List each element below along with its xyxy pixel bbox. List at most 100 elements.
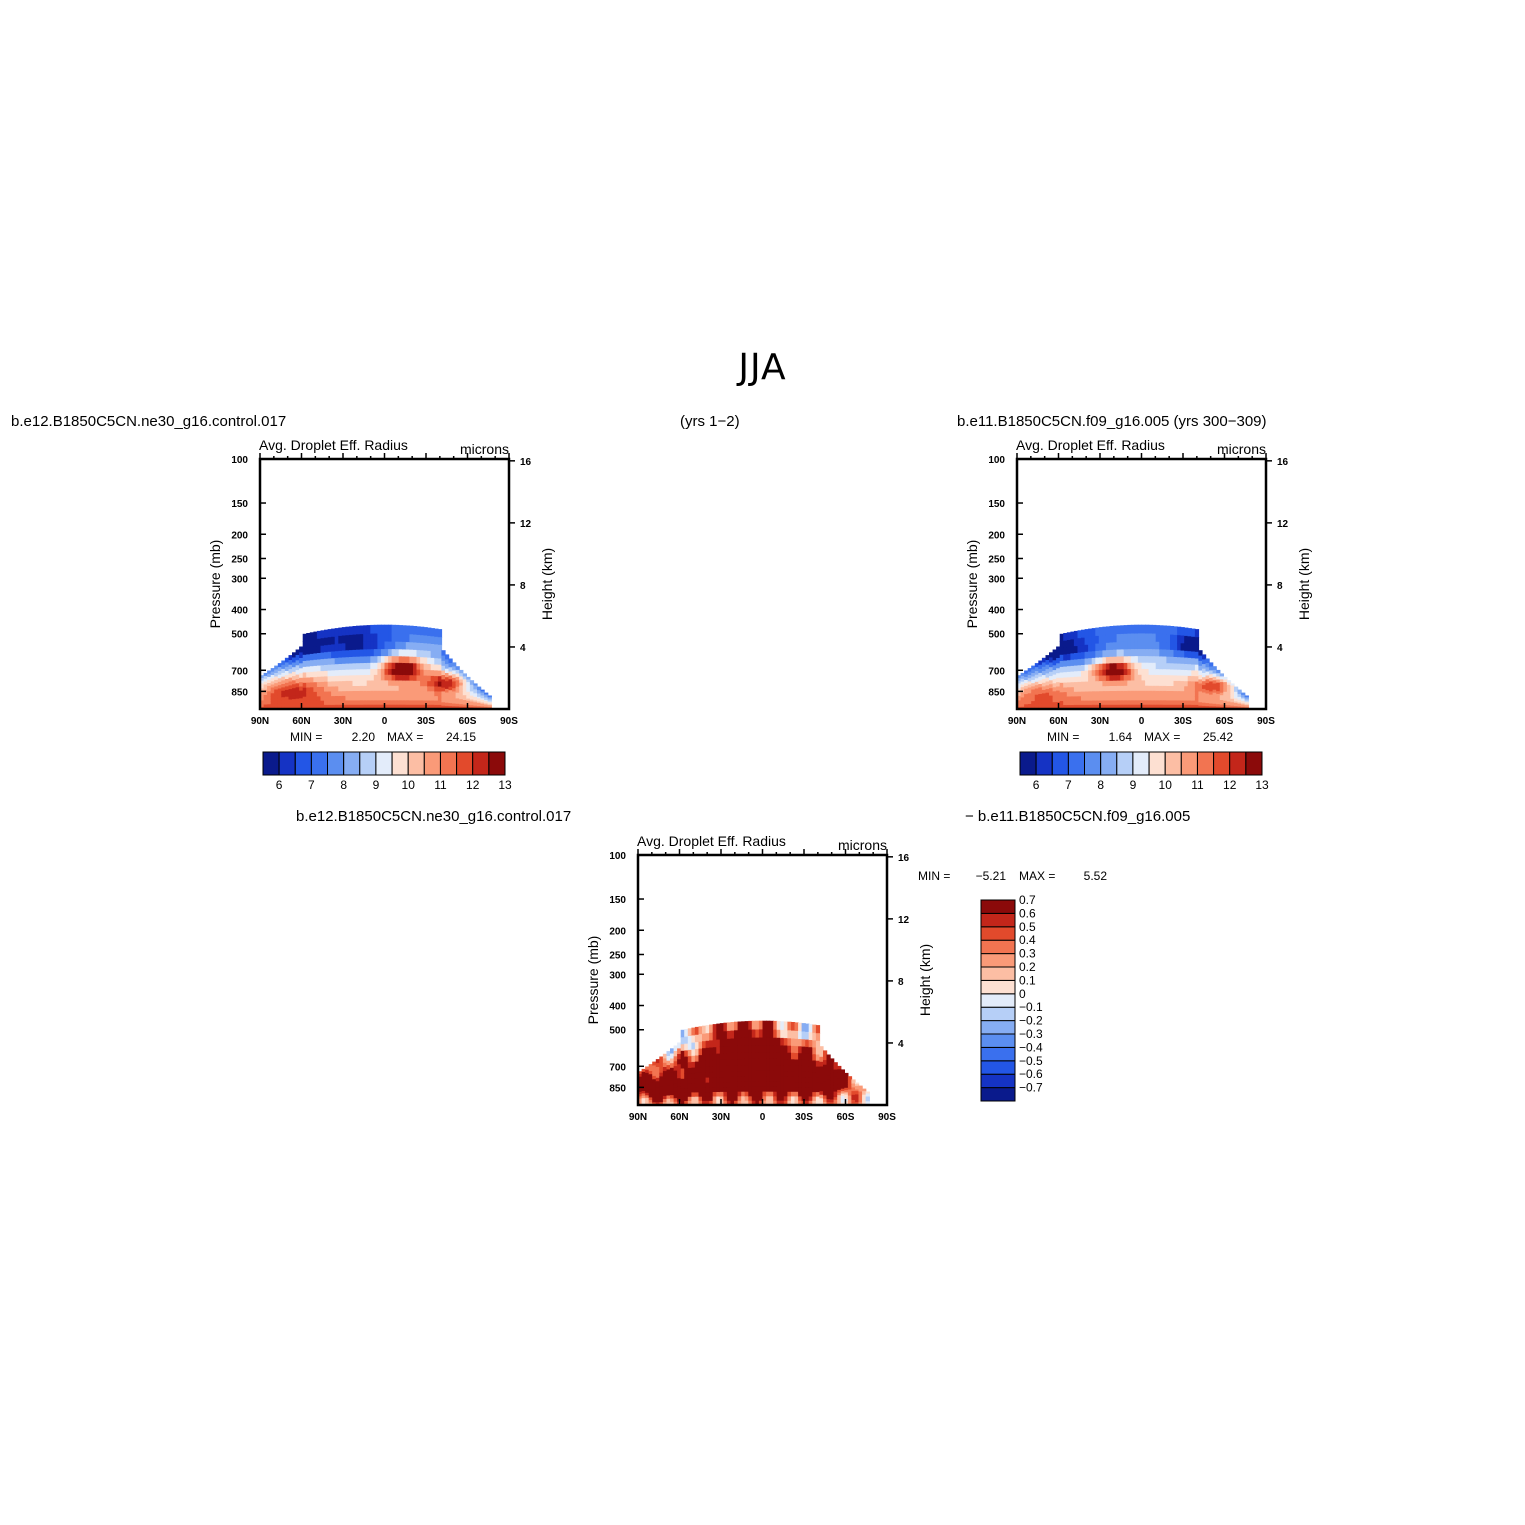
case1-field-cell (370, 633, 375, 643)
case2-field-cell (1180, 627, 1185, 637)
case2-field-cell (1073, 687, 1079, 693)
case2-field-cell (1063, 654, 1068, 662)
difference-field-cell (851, 1098, 856, 1101)
case1-field-cell (341, 700, 346, 706)
difference-field-cell (840, 1098, 845, 1102)
difference-field-cell (769, 1091, 774, 1097)
case1-field-cell (341, 695, 346, 701)
case2-field-cell (1052, 702, 1057, 707)
case2-field-cell (1098, 704, 1103, 710)
case2-field-cell (1141, 695, 1146, 701)
difference-field-cell (648, 1080, 653, 1085)
case1-field-cell (445, 688, 450, 694)
case2-field-cell (1234, 704, 1239, 707)
case1-field-cell (413, 669, 418, 676)
case2-field-cell (1091, 651, 1096, 659)
case1-field-cell (292, 676, 297, 681)
case1-field-cell (413, 680, 418, 687)
case2-x-tick-label: 30N (1091, 716, 1109, 727)
case1-colorbar-box (294, 751, 312, 776)
case2-field-cell (1134, 662, 1139, 670)
case1-field-cell (363, 656, 368, 664)
case2-field-cell (1219, 695, 1224, 699)
case2-field-cell (1056, 686, 1061, 692)
difference-field-cell (812, 1032, 817, 1041)
case2-field-cell (1041, 682, 1047, 687)
case2-field-cell (1141, 641, 1146, 650)
case1-field-cell (302, 641, 307, 649)
case2-field-cell (1066, 692, 1071, 698)
case2-field-cell (1081, 665, 1086, 672)
case2-field-cell (1134, 704, 1139, 710)
case2-field-cell (1091, 628, 1096, 637)
case2-field-cell (1148, 669, 1153, 676)
difference-field-cell (730, 1087, 735, 1093)
case2-field-cell (1187, 657, 1192, 665)
case2-field-cell (1137, 680, 1143, 687)
case2-field-cell (1202, 659, 1207, 665)
case1-field-cell (373, 674, 378, 682)
case2-field-cell (1056, 694, 1061, 699)
case1-field-cell (459, 685, 464, 689)
case1-y2-tick-label: 12 (520, 519, 532, 530)
difference-field-cell (723, 1091, 728, 1098)
case2-field-cell (1177, 704, 1182, 710)
difference-field-cell (645, 1092, 650, 1096)
difference-field-cell (837, 1097, 842, 1101)
case1-field-cell (324, 645, 329, 653)
difference-field-cell (712, 1096, 717, 1102)
difference-field-cell (691, 1055, 696, 1063)
case1-field-cell (274, 692, 279, 696)
case2-field-cell (1127, 704, 1132, 710)
case1-field-cell (384, 690, 389, 697)
case2-field-cell (1226, 693, 1232, 697)
case1-field-cell (462, 682, 467, 686)
case1-field-cell (427, 696, 432, 702)
case1-field-cell (380, 700, 386, 706)
difference-field-cell (716, 1039, 721, 1048)
case2-field-cell (1148, 633, 1153, 643)
case1-field-cell (384, 704, 389, 710)
case2-y-tick-label: 500 (988, 630, 1005, 641)
case1-field-cell (277, 671, 282, 676)
difference-field-cell (787, 1045, 792, 1054)
case2-field-cell (1152, 669, 1157, 676)
difference-field-cell (719, 1100, 724, 1106)
difference-field-cell (766, 1096, 771, 1102)
case1-field-cell (363, 669, 368, 676)
case1-field-cell (327, 700, 332, 706)
case1-field-cell (391, 674, 396, 682)
case2-field-cell (1095, 675, 1100, 682)
difference-field-cell (783, 1045, 788, 1054)
case2-colorbar-label: 7 (1065, 778, 1072, 792)
case1-field-cell (405, 704, 410, 710)
case2-field-cell (1226, 689, 1232, 692)
case2-field-cell (1216, 685, 1221, 689)
case2-field-cell (1244, 703, 1249, 705)
difference-field-cell (862, 1099, 867, 1102)
case1-field-cell (352, 675, 357, 682)
case2-name: b.e11.B1850C5CN.f09_g16.005 (yrs 300−309… (957, 413, 1267, 430)
case1-field-cell (384, 649, 389, 657)
case2-field-cell (1170, 704, 1175, 710)
case2-field-cell (1070, 671, 1075, 678)
case2-field-cell (1148, 690, 1153, 697)
case2-field-cell (1205, 703, 1210, 707)
case2-field-cell (1034, 700, 1039, 705)
case1-field-cell (274, 701, 279, 705)
difference-field-cell (833, 1099, 838, 1103)
case1-field-cell (370, 662, 375, 670)
case2-field-cell (1066, 705, 1071, 710)
case2-field-cell (1127, 695, 1132, 701)
case1-field-cell (373, 690, 378, 697)
case2-field-cell (1141, 649, 1146, 657)
case2-field-cell (1137, 685, 1143, 692)
case2-field-cell (1095, 704, 1100, 710)
difference-field-cell (730, 1052, 735, 1060)
difference-field-cell (723, 1096, 728, 1102)
case2-field-cell (1109, 680, 1114, 687)
difference-field-cell (826, 1075, 831, 1080)
case1-field-cell (313, 653, 318, 661)
difference-field-cell (670, 1072, 675, 1077)
case1-field-cell (267, 680, 272, 684)
